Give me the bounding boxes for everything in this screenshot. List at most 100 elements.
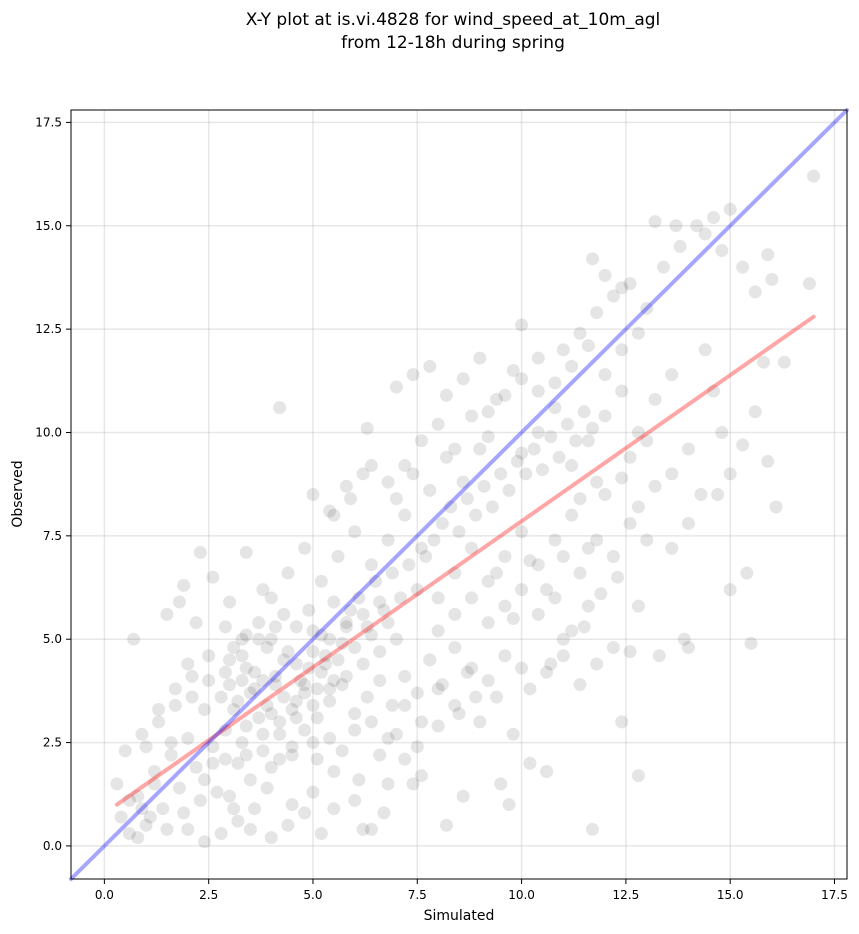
scatter-point: [306, 785, 320, 799]
scatter-point: [268, 620, 282, 634]
scatter-point: [556, 649, 570, 663]
scatter-point: [239, 748, 253, 762]
scatter-point: [665, 368, 679, 382]
scatter-point: [364, 628, 378, 642]
scatter-point: [381, 731, 395, 745]
scatter-point: [243, 822, 257, 836]
scatter-point: [398, 698, 412, 712]
scatter-point: [327, 674, 341, 688]
scatter-point: [110, 777, 124, 791]
y-tick-label: 0.0: [43, 839, 62, 853]
scatter-point: [260, 698, 274, 712]
scatter-point: [314, 827, 328, 841]
y-tick-label: 10.0: [35, 425, 62, 439]
scatter-point: [465, 541, 479, 555]
scatter-point: [723, 583, 737, 597]
scatter-point: [239, 545, 253, 559]
scatter-point: [122, 793, 136, 807]
scatter-point: [736, 260, 750, 274]
scatter-point: [439, 450, 453, 464]
scatter-point: [273, 752, 287, 766]
scatter-point: [448, 640, 462, 654]
scatter-point: [548, 533, 562, 547]
scatter-point: [364, 558, 378, 572]
scatter-point: [327, 765, 341, 779]
scatter-point: [335, 678, 349, 692]
scatter-point: [586, 421, 600, 435]
scatter-point: [310, 711, 324, 725]
scatter-point: [218, 665, 232, 679]
scatter-point: [348, 723, 362, 737]
scatter-point: [369, 574, 383, 588]
scatter-point: [264, 591, 278, 605]
scatter-point: [239, 661, 253, 675]
scatter-point: [640, 533, 654, 547]
scatter-point: [548, 376, 562, 390]
scatter-point: [623, 450, 637, 464]
scatter-point: [223, 789, 237, 803]
scatter-point: [802, 277, 816, 291]
scatter-point: [431, 417, 445, 431]
scatter-point: [748, 405, 762, 419]
scatter-point: [344, 603, 358, 617]
scatter-point: [360, 690, 374, 704]
scatter-point: [281, 645, 295, 659]
scatter-point: [615, 471, 629, 485]
scatter-point: [531, 607, 545, 621]
scatter-point: [289, 620, 303, 634]
scatter-point: [565, 624, 579, 638]
scatter-point: [523, 756, 537, 770]
scatter-point: [227, 802, 241, 816]
scatter-point: [477, 479, 491, 493]
scatter-point: [698, 343, 712, 357]
scatter-point: [515, 318, 529, 332]
scatter-point: [481, 430, 495, 444]
scatter-point: [114, 810, 128, 824]
scatter-point: [348, 640, 362, 654]
scatter-point: [356, 467, 370, 481]
scatter-point: [289, 657, 303, 671]
x-tick-label: 10.0: [508, 888, 535, 902]
scatter-point: [535, 463, 549, 477]
scatter-point: [377, 806, 391, 820]
scatter-point: [235, 674, 249, 688]
scatter-point: [473, 351, 487, 365]
scatter-point: [465, 591, 479, 605]
scatter-point: [223, 653, 237, 667]
scatter-point: [185, 690, 199, 704]
scatter-point: [381, 777, 395, 791]
scatter-point: [160, 822, 174, 836]
scatter-point: [414, 769, 428, 783]
scatter-point: [231, 814, 245, 828]
scatter-point: [757, 355, 771, 369]
scatter-point: [243, 773, 257, 787]
scatter-point: [185, 669, 199, 683]
scatter-point: [465, 409, 479, 423]
scatter-point: [531, 384, 545, 398]
scatter-point: [460, 665, 474, 679]
scatter-point: [398, 459, 412, 473]
scatter-point: [285, 702, 299, 716]
scatter-point: [615, 343, 629, 357]
scatter-point: [381, 616, 395, 630]
y-tick-label: 5.0: [43, 632, 62, 646]
scatter-point: [306, 698, 320, 712]
scatter-point: [544, 657, 558, 671]
scatter-point: [264, 707, 278, 721]
scatter-point: [227, 702, 241, 716]
scatter-point: [481, 405, 495, 419]
scatter-point: [273, 727, 287, 741]
scatter-point: [264, 760, 278, 774]
scatter-point: [339, 479, 353, 493]
scatter-point: [147, 777, 161, 791]
scatter-point: [723, 202, 737, 216]
scatter-point: [223, 678, 237, 692]
scatter-point: [323, 731, 337, 745]
scatter-point: [448, 607, 462, 621]
scatter-point: [364, 715, 378, 729]
scatter-point: [736, 438, 750, 452]
scatter-point: [314, 665, 328, 679]
scatter-point: [423, 653, 437, 667]
scatter-point: [256, 744, 270, 758]
